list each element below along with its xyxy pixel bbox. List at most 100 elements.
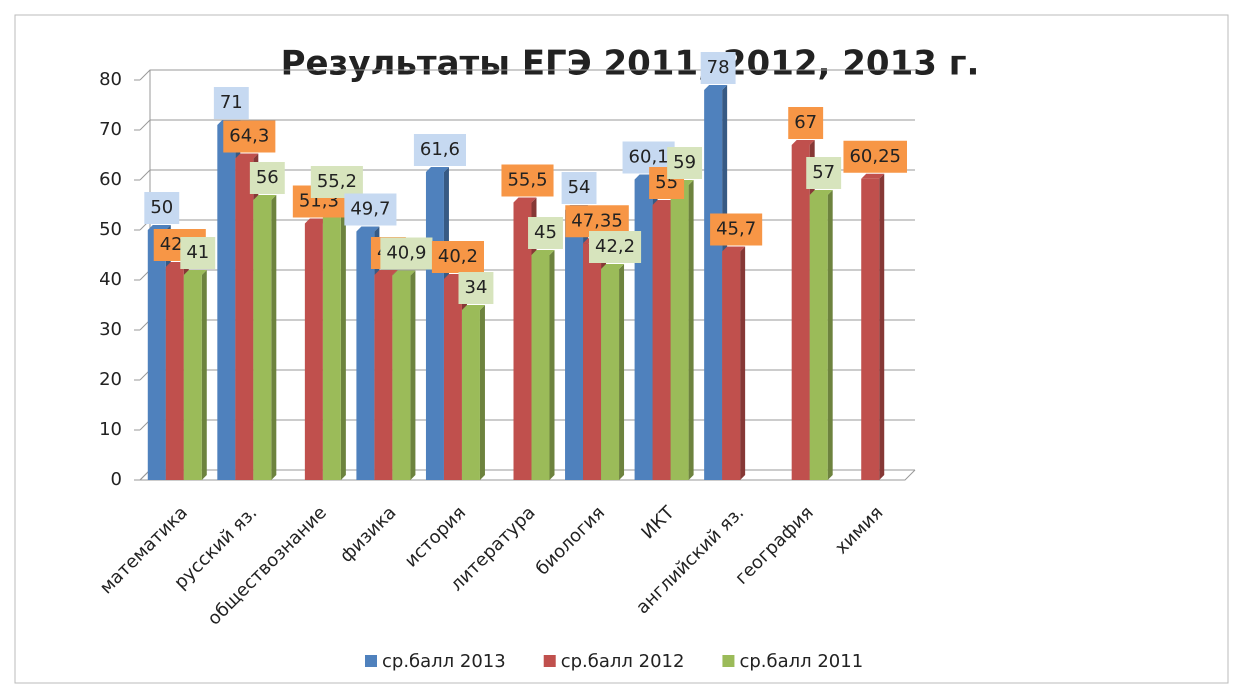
data-label: 54 bbox=[568, 177, 591, 198]
data-label-box bbox=[431, 241, 484, 273]
bar-top bbox=[722, 246, 746, 252]
data-label-group: 45 bbox=[528, 217, 563, 249]
legend-label: ср.балл 2012 bbox=[561, 651, 685, 672]
bar bbox=[235, 158, 254, 480]
bar bbox=[861, 178, 880, 480]
bar bbox=[634, 179, 653, 480]
data-label-group: 59 bbox=[667, 147, 703, 179]
bar-top bbox=[601, 264, 625, 269]
chart-title: Результаты ЕГЭ 2011, 2012, 2013 г. bbox=[281, 44, 980, 84]
data-label-group: 71 bbox=[213, 87, 249, 119]
data-label-box bbox=[528, 217, 563, 249]
data-label-box bbox=[413, 134, 466, 166]
legend-label: ср.балл 2011 bbox=[739, 651, 863, 672]
data-label: 40,9 bbox=[386, 243, 426, 264]
bar-top bbox=[461, 305, 485, 310]
bar bbox=[374, 275, 393, 480]
y-tick-label: 70 bbox=[99, 119, 122, 140]
bar-side bbox=[740, 246, 746, 480]
bar bbox=[425, 172, 444, 480]
y-tick-label: 60 bbox=[99, 169, 122, 190]
data-label-group: 49,7 bbox=[344, 193, 397, 226]
grid-line bbox=[139, 119, 915, 131]
data-label-group: 40,2 bbox=[431, 241, 484, 273]
data-label: 40,2 bbox=[438, 246, 478, 267]
data-label-box bbox=[223, 120, 276, 153]
bar-top bbox=[425, 167, 449, 172]
data-label-box bbox=[806, 157, 842, 189]
data-label: 59 bbox=[673, 152, 696, 173]
data-label: 34 bbox=[465, 277, 488, 298]
bar-side bbox=[271, 195, 277, 480]
bar bbox=[531, 255, 550, 480]
data-label-group: 55,5 bbox=[501, 164, 554, 197]
legend-swatch bbox=[365, 655, 377, 667]
legend-label: ср.балл 2013 bbox=[382, 651, 506, 672]
data-label: 78 bbox=[707, 57, 730, 78]
bar-top bbox=[652, 200, 676, 205]
data-label-group: 60,25 bbox=[843, 140, 907, 173]
bar-side bbox=[619, 264, 625, 480]
data-label-box bbox=[144, 192, 180, 224]
grid-line bbox=[139, 69, 915, 81]
data-label-box bbox=[788, 107, 824, 139]
bar bbox=[253, 200, 272, 480]
data-label-box bbox=[700, 52, 736, 84]
bar bbox=[443, 279, 462, 480]
bar-top bbox=[704, 85, 728, 90]
bar-top bbox=[235, 153, 259, 159]
data-label-box bbox=[589, 231, 642, 263]
y-tick-label: 0 bbox=[111, 469, 122, 490]
bar bbox=[304, 223, 323, 480]
bar bbox=[513, 202, 532, 480]
bar-side bbox=[688, 180, 694, 480]
bar-top bbox=[513, 197, 537, 203]
y-tick-label: 20 bbox=[99, 369, 122, 390]
data-label: 50 bbox=[150, 197, 173, 218]
legend-swatch bbox=[722, 655, 735, 667]
bar-side bbox=[340, 199, 346, 480]
bar bbox=[461, 310, 480, 480]
data-label-box bbox=[667, 147, 703, 179]
data-label-group: 54 bbox=[561, 172, 597, 204]
data-label-box bbox=[213, 87, 249, 119]
data-label: 55,2 bbox=[317, 171, 357, 192]
bar bbox=[670, 185, 689, 480]
bar bbox=[652, 205, 671, 480]
data-label-group: 42,2 bbox=[589, 231, 642, 263]
bar-top bbox=[147, 225, 171, 230]
bar bbox=[183, 275, 202, 480]
bar-side bbox=[879, 173, 885, 480]
data-label-group: 50 bbox=[144, 192, 180, 224]
data-label-box bbox=[180, 237, 216, 269]
data-label-box bbox=[561, 172, 597, 204]
bar-top bbox=[356, 226, 380, 232]
bar-top bbox=[531, 250, 555, 255]
y-tick-label: 10 bbox=[99, 419, 122, 440]
data-label-box bbox=[249, 162, 285, 194]
data-label: 60,1 bbox=[629, 147, 669, 168]
data-label-box bbox=[843, 140, 907, 173]
data-label-group: 56 bbox=[249, 162, 285, 194]
data-label-group: 41 bbox=[180, 237, 216, 269]
bar-side bbox=[410, 270, 416, 480]
data-label: 41 bbox=[186, 242, 209, 263]
data-label-group: 64,3 bbox=[223, 120, 276, 153]
data-label-box bbox=[458, 272, 494, 304]
data-label: 64,3 bbox=[229, 126, 269, 147]
data-label-box bbox=[310, 166, 363, 198]
bar bbox=[791, 145, 810, 480]
bar bbox=[601, 269, 620, 480]
bar bbox=[583, 243, 602, 480]
bar-top bbox=[253, 195, 277, 200]
data-label-box bbox=[710, 213, 763, 246]
bar-side bbox=[827, 190, 833, 480]
y-tick-label: 50 bbox=[99, 219, 122, 240]
y-tick-label: 80 bbox=[99, 69, 122, 90]
bar-side bbox=[479, 305, 485, 480]
bar-side bbox=[201, 270, 207, 480]
bar bbox=[565, 210, 584, 480]
bar bbox=[704, 90, 723, 480]
bar bbox=[165, 267, 184, 480]
data-label: 56 bbox=[256, 167, 279, 188]
